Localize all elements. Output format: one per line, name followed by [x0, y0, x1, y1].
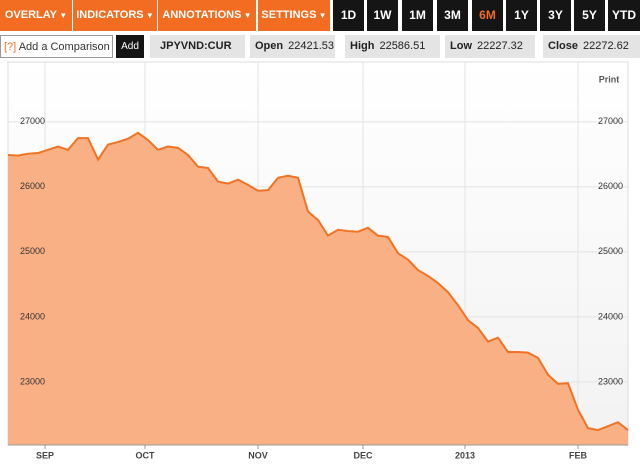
y-tick-label: 24000 — [598, 311, 623, 321]
help-icon[interactable]: [?] — [4, 41, 17, 53]
y-tick-label: 25000 — [598, 246, 623, 256]
quote-value: 22421.53 — [288, 40, 335, 52]
x-tick-label: FEB — [569, 450, 588, 460]
menu-button[interactable]: INDICATORS — [73, 0, 157, 31]
range-button[interactable]: 5Y — [574, 0, 605, 31]
x-tick-label: DEC — [353, 450, 373, 460]
y-tick-label: 25000 — [20, 246, 45, 256]
quote-value: 22586.51 — [379, 40, 426, 52]
x-tick-label: NOV — [248, 450, 268, 460]
quote: Open 22421.53 — [250, 35, 335, 58]
x-tick-label: SEP — [36, 450, 54, 460]
x-tick-label: 2013 — [455, 450, 475, 460]
print-link[interactable]: Print — [599, 74, 620, 84]
range-button[interactable]: 1M — [402, 0, 433, 31]
y-tick-label: 23000 — [598, 376, 623, 386]
y-tick-label: 26000 — [20, 181, 45, 191]
area-fill — [8, 132, 628, 446]
comparison-input[interactable]: [?] Add a Comparison — [0, 35, 113, 58]
y-tick-label: 27000 — [20, 116, 45, 126]
y-tick-label: 26000 — [598, 181, 623, 191]
menu-button[interactable]: OVERLAY — [0, 0, 72, 31]
range-button[interactable]: 3Y — [540, 0, 571, 31]
quote: High 22586.51 — [345, 35, 440, 58]
range-button[interactable]: 3M — [437, 0, 468, 31]
range-button[interactable]: 1W — [367, 0, 398, 31]
quote-value: 22272.62 — [582, 40, 629, 52]
y-tick-label: 24000 — [20, 311, 45, 321]
symbol: JPYVND:CUR — [150, 35, 245, 58]
price-line — [7, 131, 629, 432]
menu-button[interactable]: ANNOTATIONS — [158, 0, 256, 31]
placeholder: Add a Comparison — [18, 41, 110, 53]
range-button[interactable]: 6M — [472, 0, 503, 31]
add-button[interactable]: Add — [116, 35, 144, 58]
y-tick-label: 23000 — [20, 376, 45, 386]
range-button[interactable]: YTD — [608, 0, 640, 31]
quote-label: Low — [450, 40, 472, 52]
quote-label: High — [350, 40, 375, 52]
y-tick-label: 27000 — [598, 116, 623, 126]
x-tick-label: OCT — [136, 450, 156, 460]
quote: Close 22272.62 — [543, 35, 640, 58]
range-button[interactable]: 1D — [333, 0, 364, 31]
quote: Low 22227.32 — [445, 35, 535, 58]
quote-value: 22227.32 — [477, 40, 523, 52]
quote-label: Close — [548, 40, 578, 52]
quote-label: Open — [255, 40, 284, 52]
range-button[interactable]: 1Y — [506, 0, 537, 31]
menu-button[interactable]: SETTINGS — [258, 0, 330, 31]
